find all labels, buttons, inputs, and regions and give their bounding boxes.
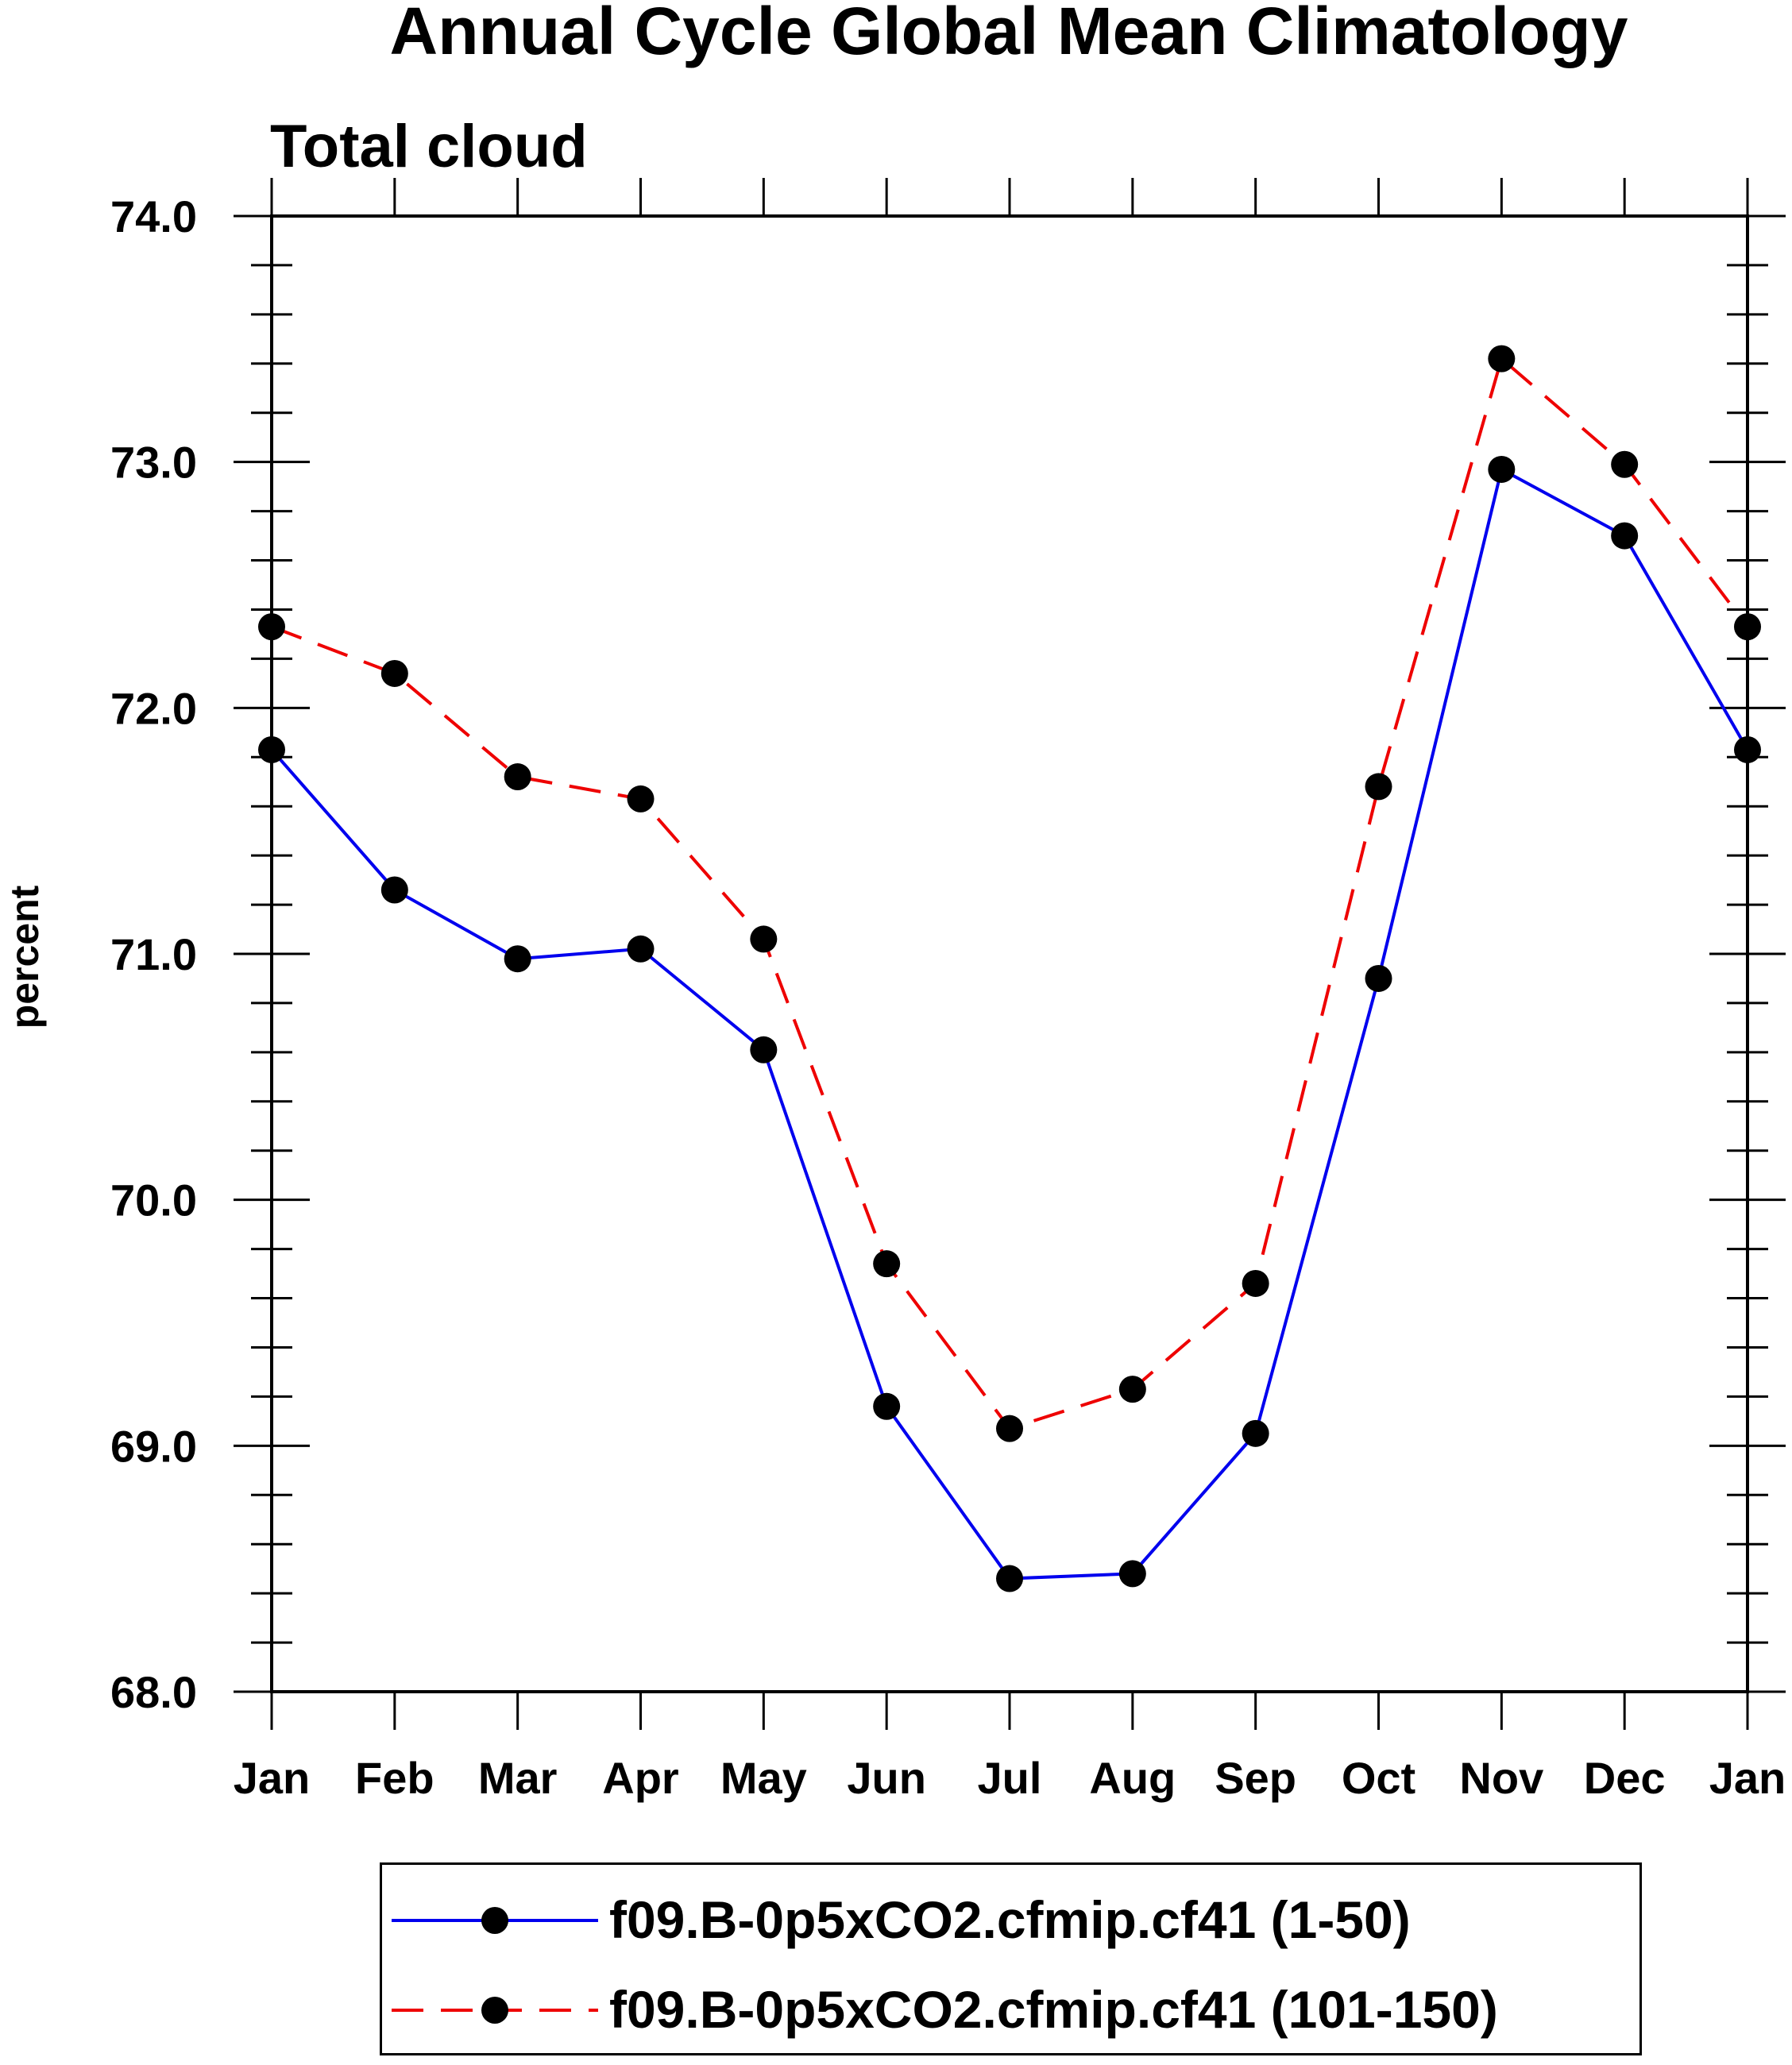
data-point-series-2 [258,613,285,641]
legend-label-series-2: f09.B-0p5xCO2.cfmip.cf41 (101-150) [609,1980,1498,2039]
chart-subtitle: Total cloud [270,113,588,180]
legend-label-series-1: f09.B-0p5xCO2.cfmip.cf41 (1-50) [609,1890,1411,1949]
data-point-series-1 [1242,1419,1269,1447]
data-point-series-1 [258,735,285,763]
x-tick-label: Mar [478,1753,558,1803]
y-tick-label: 74.0 [110,191,197,241]
x-tick-label: Nov [1459,1753,1543,1803]
data-point-series-1 [1611,522,1639,550]
x-tick-label: Feb [355,1753,434,1803]
x-tick-label: Jan [1709,1753,1786,1803]
legend: f09.B-0p5xCO2.cfmip.cf41 (1-50) f09.B-0p… [380,1862,1642,2055]
data-point-series-2 [1118,1376,1146,1403]
data-point-series-1 [504,945,531,973]
x-tick-label: Jun [847,1753,926,1803]
x-tick-label: Aug [1089,1753,1176,1803]
y-tick-label: 72.0 [110,683,197,733]
y-tick-label: 68.0 [110,1667,197,1717]
x-tick-label: May [720,1753,807,1803]
markers-layer [258,345,1761,1592]
series-line-1 [270,466,1749,1581]
x-tick-label: Jul [978,1753,1042,1803]
y-tick-label: 71.0 [110,929,197,979]
data-point-series-1 [1488,455,1516,483]
data-point-series-2 [996,1415,1023,1442]
data-point-series-2 [504,763,531,791]
data-point-series-2 [627,785,655,812]
data-point-series-2 [873,1250,901,1278]
data-point-series-2 [1734,613,1761,641]
data-point-series-2 [1488,345,1516,372]
data-point-series-1 [750,1036,778,1063]
data-point-series-1 [873,1392,901,1420]
data-point-series-1 [996,1565,1023,1592]
data-point-series-1 [380,876,408,904]
data-point-series-1 [627,935,655,963]
data-point-series-2 [1242,1269,1269,1297]
data-point-series-1 [1365,964,1392,992]
y-tick-label: 69.0 [110,1421,197,1471]
tick-labels: Jan Feb Mar Apr May Jun Jul Aug Sep Oct Nov Dec Jan 6… [110,191,1786,1803]
data-point-series-1 [1734,735,1761,763]
x-tick-label: Dec [1584,1753,1666,1803]
plot-frame [270,214,1749,1693]
series-layer [270,356,1749,1581]
data-point-series-1 [1118,1560,1146,1588]
x-tick-label: Jan [234,1753,311,1803]
x-tick-label: Oct [1342,1753,1415,1803]
axes [234,178,1786,1730]
x-tick-label: Sep [1215,1753,1296,1803]
x-tick-label: Apr [602,1753,678,1803]
data-point-series-2 [1611,450,1639,478]
data-point-series-2 [380,659,408,687]
data-point-series-2 [750,925,778,953]
series-line-2 [271,356,1749,1430]
chart-title: Annual Cycle Global Mean Climatology [390,0,1628,68]
y-tick-label: 73.0 [110,438,197,488]
legend-marker-series-1 [481,1907,508,1934]
y-tick-label: 70.0 [110,1175,197,1225]
legend-marker-series-2 [481,1997,508,2024]
y-axis-label: percent [2,885,47,1029]
data-point-series-2 [1365,773,1392,801]
